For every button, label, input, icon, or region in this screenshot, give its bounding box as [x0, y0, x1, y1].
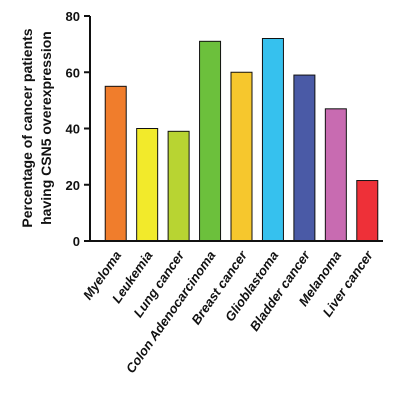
bars	[104, 38, 379, 242]
y-tick-label: 20	[66, 178, 80, 193]
y-tick-label: 80	[66, 9, 80, 24]
bar-glioblastoma	[261, 38, 284, 242]
bar-leukemia	[136, 128, 159, 242]
bar-myeloma	[104, 85, 127, 242]
y-tick-label: 0	[73, 234, 80, 249]
y-axis-title-line-1: Percentage of cancer patients	[19, 28, 35, 227]
bar-breast-cancer	[230, 71, 253, 242]
y-axis-title: Percentage of cancer patients having CSN…	[19, 28, 54, 227]
bar-bladder-cancer	[293, 74, 316, 242]
y-tick-label: 60	[66, 65, 80, 80]
y-tick-label: 40	[66, 122, 80, 137]
bar-melanoma	[324, 108, 347, 242]
bar-colon-adenocarcinoma	[199, 40, 222, 242]
y-axis-title-line-2: having CSN5 overexpression	[38, 31, 54, 225]
bar-liver-cancer	[356, 180, 379, 242]
y-axis: 0 20 40 60 80	[66, 9, 90, 249]
bar-lung-cancer	[167, 130, 190, 242]
